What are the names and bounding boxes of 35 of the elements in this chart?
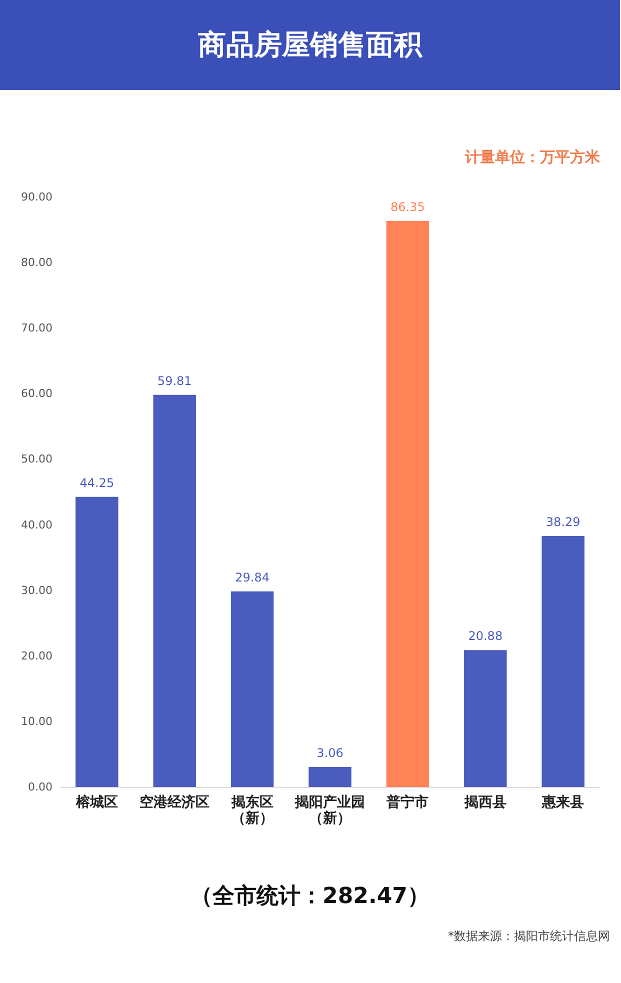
bar — [542, 536, 584, 787]
y-tick-label: 90.00 — [21, 190, 52, 204]
x-tick-label: 揭阳产业园（新） — [294, 794, 365, 826]
x-tick-label: 揭东区（新） — [230, 794, 274, 826]
y-tick-label: 60.00 — [21, 387, 52, 400]
data-label: 86.35 — [390, 200, 425, 214]
bar — [230, 591, 274, 787]
x-tick-label: 惠来县 — [541, 794, 584, 810]
y-tick-label: 70.00 — [21, 322, 52, 335]
bar — [386, 220, 430, 787]
y-tick-label: 10.00 — [21, 714, 52, 728]
data-label: 44.25 — [80, 476, 114, 490]
bar — [308, 766, 352, 787]
y-tick-label: 50.00 — [21, 452, 52, 466]
data-label: 38.29 — [546, 514, 580, 529]
text: 计量单位：万平方米 — [464, 148, 601, 166]
data-label: 59.81 — [157, 374, 192, 388]
data-label: 29.84 — [235, 570, 270, 584]
bar — [153, 394, 196, 787]
chart-title: 商品房屋销售面积 — [197, 28, 423, 61]
y-tick-label: 20.00 — [21, 649, 52, 662]
bar — [464, 650, 507, 787]
text: *数据来源：揭阳市统计信息网 — [448, 929, 610, 943]
text: （全市统计：282.47） — [190, 883, 430, 909]
data-label: 3.06 — [316, 746, 344, 760]
bar — [76, 496, 118, 787]
x-tick-label: 揭西县 — [463, 794, 506, 810]
x-tick-label: 榕城区 — [74, 794, 118, 810]
x-tick-label: 普宁市 — [386, 794, 429, 810]
y-tick-label: 40.00 — [21, 518, 52, 532]
y-tick-label: 0.00 — [28, 780, 52, 794]
data-label: 20.88 — [468, 629, 503, 644]
y-tick-label: 30.00 — [21, 584, 52, 597]
x-tick-label: 空港经济区 — [140, 794, 210, 810]
y-tick-label: 80.00 — [21, 256, 52, 270]
